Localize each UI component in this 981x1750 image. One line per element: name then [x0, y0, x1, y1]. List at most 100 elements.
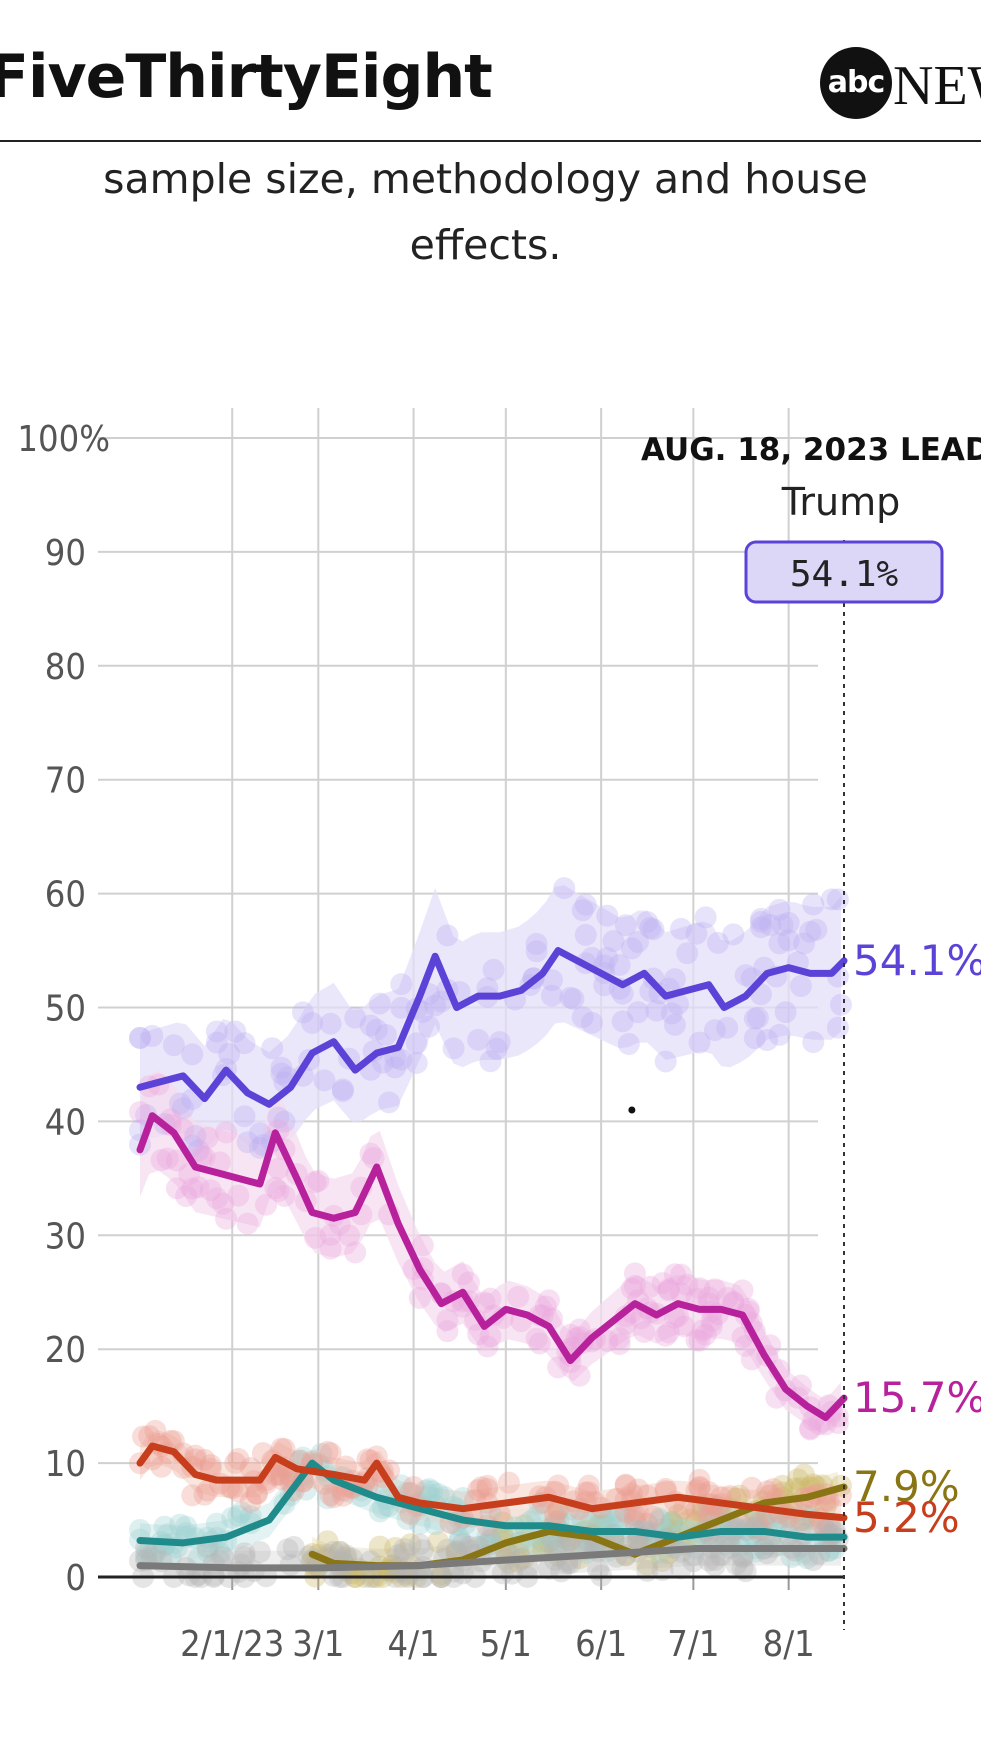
y-tick-label: 100% [17, 419, 110, 460]
poll-dot [666, 1504, 689, 1527]
poll-dot [627, 1001, 650, 1024]
poll-dot [537, 1557, 560, 1580]
poll-dot [359, 1142, 382, 1165]
poll-dot [334, 1455, 357, 1478]
poll-dot [205, 1020, 228, 1043]
poll-dot [774, 1512, 797, 1535]
poll-dot [417, 1015, 440, 1038]
poll-dot [497, 1471, 520, 1494]
poll-dot [393, 1542, 416, 1565]
leader-value-box [744, 540, 944, 604]
poll-dot [427, 1483, 450, 1506]
poll-dot [596, 904, 619, 927]
poll-dot [239, 1490, 262, 1513]
poll-dot [525, 932, 548, 955]
x-tick-label: 8/1 [763, 1624, 815, 1665]
poll-dot [651, 1558, 674, 1581]
x-tick-label: 4/1 [388, 1624, 440, 1665]
poll-dot [233, 1032, 256, 1055]
poll-dot [445, 1539, 468, 1562]
poll-dot [614, 914, 637, 937]
poll-dot [587, 1558, 610, 1581]
poll-dot [706, 931, 729, 954]
poll-dot [670, 1557, 693, 1580]
leader-name: Trump [781, 480, 900, 524]
poll-dot [796, 1547, 819, 1570]
poll-dot [636, 1559, 659, 1582]
x-tick-label: 5/1 [480, 1624, 532, 1665]
poll-dot [175, 1185, 198, 1208]
poll-dot [525, 1537, 548, 1560]
poll-dot [547, 1356, 570, 1379]
poll-dot [740, 1511, 763, 1534]
poll-dot [657, 1279, 680, 1302]
poll-dot [633, 1320, 656, 1343]
poll-dot [270, 1463, 293, 1486]
abc-logo[interactable]: abc [820, 47, 892, 119]
chart-description: sample size, methodology and house effec… [0, 146, 971, 278]
poll-dot [181, 1484, 204, 1507]
poll-dot [273, 1184, 296, 1207]
poll-dot [212, 1546, 235, 1569]
poll-dot [138, 1425, 161, 1448]
poll-dot [476, 1525, 499, 1548]
poll-dot [368, 992, 391, 1015]
poll-dot [451, 1487, 474, 1510]
poll-dot [331, 1078, 354, 1101]
y-tick-label: 30 [45, 1216, 86, 1257]
poll-dot [547, 1499, 570, 1522]
poll-dot [165, 1149, 188, 1172]
poll-dot [593, 1505, 616, 1528]
poll-dot [199, 1179, 222, 1202]
poll-dot [743, 1516, 766, 1539]
axis-labels: 0 10 20 30 40 50 60 70 80 90 100% 2/1/23 3/1 4/1 5/1 6/… [17, 419, 844, 1665]
poll-dot [215, 1207, 238, 1230]
y-tick-label: 70 [45, 761, 86, 802]
poll-dot [534, 1295, 557, 1318]
poll-dot [731, 1279, 754, 1302]
poll-dot [547, 1474, 570, 1497]
series-end-label: 15.7% [853, 1373, 981, 1422]
poll-dot [722, 1290, 745, 1313]
poll-dot [184, 1444, 207, 1467]
poll-dot [331, 1080, 354, 1103]
poll-dot [636, 911, 659, 934]
poll-dot [574, 923, 597, 946]
poll-dot [208, 1541, 231, 1564]
poll-dot [436, 1538, 459, 1561]
poll-dot [304, 1171, 327, 1194]
poll-dot [344, 1006, 367, 1029]
poll-dot [390, 996, 413, 1019]
y-tick-label: 50 [45, 989, 86, 1030]
poll-dot [193, 1483, 216, 1506]
poll-dot [753, 1510, 776, 1533]
poll-dot [248, 1541, 271, 1564]
poll-dot [405, 1032, 428, 1055]
poll-dot [205, 1031, 228, 1054]
x-tick-label: 2/1/23 [180, 1624, 284, 1665]
poll-dot [531, 1535, 554, 1558]
poll-dot [756, 1480, 779, 1503]
poll-dot [568, 1364, 591, 1387]
poll-dot [663, 1306, 686, 1329]
poll-dot [749, 907, 772, 930]
poll-dot [291, 1001, 314, 1024]
poll-dot [362, 1147, 385, 1170]
series-line [136, 1112, 848, 1422]
poll-dot [654, 1477, 677, 1500]
poll-dot [193, 1448, 216, 1471]
poll-dot [168, 1513, 191, 1536]
poll-dot [777, 911, 800, 934]
poll-dot [799, 1417, 822, 1440]
poll-dot [663, 1013, 686, 1036]
poll-dot [408, 1512, 431, 1535]
poll-dot [132, 1425, 155, 1448]
x-tick-label: 6/1 [575, 1624, 627, 1665]
poll-dot [162, 1034, 185, 1057]
poll-dot [746, 1006, 769, 1029]
poll-dot [473, 1291, 496, 1314]
x-tick-label: 3/1 [292, 1624, 344, 1665]
poll-dot [196, 1479, 219, 1502]
brand-wordmark[interactable]: FiveThirtyEight [0, 42, 493, 112]
poll-dot [793, 932, 816, 955]
